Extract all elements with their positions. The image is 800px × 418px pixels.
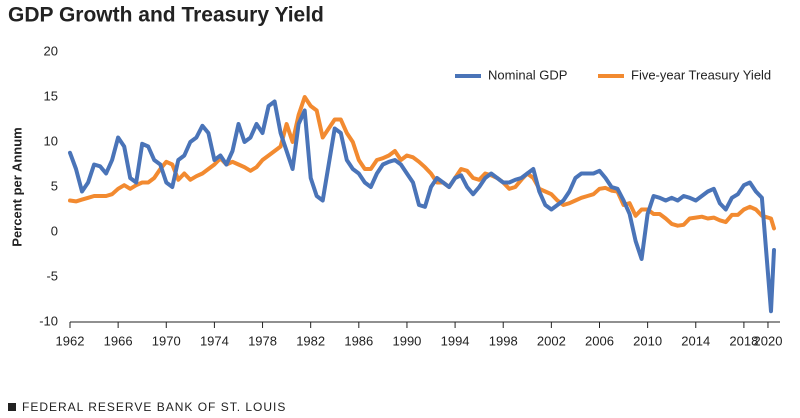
x-tick-label: 1970 xyxy=(152,333,181,348)
x-tick-label: 1998 xyxy=(489,333,518,348)
x-tick-label: 2010 xyxy=(633,333,662,348)
y-tick-label: -5 xyxy=(46,268,58,283)
legend-label: Five-year Treasury Yield xyxy=(631,67,771,82)
y-tick-label: 15 xyxy=(44,88,58,103)
x-tick-label: 2014 xyxy=(681,333,710,348)
x-tick-label: 1966 xyxy=(104,333,133,348)
y-tick-label: 20 xyxy=(44,43,58,58)
x-tick-label: 1962 xyxy=(56,333,85,348)
chart-title: GDP Growth and Treasury Yield xyxy=(8,4,324,27)
legend-label: Nominal GDP xyxy=(488,67,567,82)
y-tick-label: 10 xyxy=(44,133,58,148)
y-tick-label: -10 xyxy=(39,313,58,328)
x-tick-label: 1974 xyxy=(200,333,229,348)
source: FEDERAL RESERVE BANK OF ST. LOUIS xyxy=(22,400,286,414)
y-tick-label: 0 xyxy=(51,223,58,238)
x-tick-label: 1990 xyxy=(392,333,421,348)
x-tick-label: 2018 xyxy=(729,333,758,348)
source-icon xyxy=(8,403,16,411)
line-series xyxy=(68,99,776,314)
y-tick-label: 5 xyxy=(51,178,58,193)
x-tick-label: 2002 xyxy=(537,333,566,348)
x-tick-label: 2020 xyxy=(754,333,783,348)
line-series xyxy=(68,95,776,231)
y-axis-label: Percent per Annum xyxy=(9,127,24,246)
x-tick-label: 1982 xyxy=(296,333,325,348)
x-tick-label: 1994 xyxy=(441,333,470,348)
x-tick-label: 1978 xyxy=(248,333,277,348)
x-tick-label: 1986 xyxy=(344,333,373,348)
x-tick-label: 2006 xyxy=(585,333,614,348)
